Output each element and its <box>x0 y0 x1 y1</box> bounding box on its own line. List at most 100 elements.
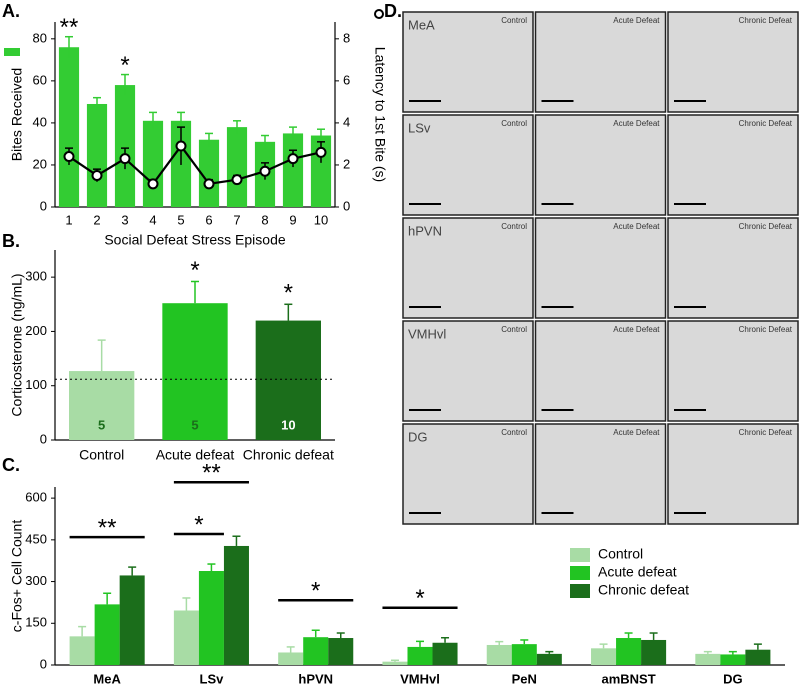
legend-label: Chronic defeat <box>598 582 689 598</box>
bar <box>255 320 321 440</box>
comparison-label: ** <box>98 514 117 541</box>
bar <box>114 85 136 207</box>
n-label: 5 <box>98 417 105 432</box>
column-label: Acute Defeat <box>613 428 660 437</box>
column-label: Acute Defeat <box>613 16 660 25</box>
tick-label: 60 <box>33 72 47 87</box>
row-label: VMHvl <box>408 326 446 341</box>
micrograph <box>667 320 799 422</box>
column-label: Control <box>501 325 527 334</box>
tick-label: 200 <box>25 323 47 338</box>
micrograph <box>534 423 667 525</box>
bar <box>432 642 458 665</box>
latency-point <box>315 146 327 158</box>
bar <box>198 139 220 207</box>
bar <box>94 604 120 665</box>
micrograph <box>667 217 799 319</box>
latency-point <box>119 153 131 165</box>
bar <box>745 649 771 665</box>
column-label: Chronic Defeat <box>739 119 793 128</box>
bar <box>198 570 224 665</box>
comparison-label: ** <box>202 460 221 487</box>
column-label: Acute Defeat <box>613 119 660 128</box>
legend-swatch <box>570 566 590 580</box>
bar <box>328 638 354 665</box>
tick-label: 40 <box>33 114 47 129</box>
bar <box>407 646 433 665</box>
x-tick-label: PeN <box>512 671 537 686</box>
latency-point <box>147 178 159 190</box>
column-label: Control <box>501 222 527 231</box>
significance: * <box>190 257 199 284</box>
micrograph <box>534 114 667 216</box>
column-label: Chronic Defeat <box>739 428 793 437</box>
bar <box>162 303 228 440</box>
bar <box>695 653 721 665</box>
micrograph <box>667 11 799 113</box>
x-tick-label: LSv <box>200 671 225 686</box>
legend-swatch <box>570 548 590 562</box>
x-tick-label: 7 <box>233 212 240 227</box>
tick-label: 4 <box>343 114 350 129</box>
comparison-label: * <box>415 585 424 612</box>
tick-label: 100 <box>25 377 47 392</box>
x-tick-label: 6 <box>205 212 212 227</box>
bar <box>616 638 642 665</box>
bar <box>282 133 304 207</box>
column-label: Chronic Defeat <box>739 325 793 334</box>
x-tick-label: 10 <box>314 212 328 227</box>
tick-label: 0 <box>40 198 47 213</box>
tick-label: 0 <box>343 198 350 213</box>
x-tick-label: 4 <box>149 212 156 227</box>
legend-label: Control <box>598 546 643 562</box>
tick-label: 8 <box>343 30 350 45</box>
latency-point <box>175 140 187 152</box>
bar <box>720 654 746 665</box>
n-label: 5 <box>191 417 198 432</box>
tick-label: 0 <box>40 431 47 446</box>
bar <box>591 648 617 665</box>
y2-axis-label: Latency to 1st Bite (s) <box>372 47 388 182</box>
y-axis-label: Bites Received <box>9 68 25 161</box>
bar <box>58 47 80 208</box>
latency-point <box>91 169 103 181</box>
latency-line <box>68 144 322 186</box>
bar <box>173 610 199 665</box>
panel-label: A. <box>2 1 20 21</box>
column-label: Control <box>501 16 527 25</box>
significance: * <box>284 280 293 307</box>
legend-swatch <box>570 584 590 598</box>
x-tick-label: DG <box>723 671 743 686</box>
x-axis-label: Social Defeat Stress Episode <box>104 232 286 248</box>
micrograph <box>667 423 799 525</box>
tick-label: 2 <box>343 156 350 171</box>
x-tick-label: 8 <box>261 212 268 227</box>
micrograph <box>534 320 667 422</box>
tick-label: 0 <box>40 656 47 671</box>
tick-label: 150 <box>25 615 47 630</box>
micrograph <box>402 423 534 525</box>
bar <box>382 661 408 665</box>
tick-label: 300 <box>25 573 47 588</box>
column-label: Control <box>501 119 527 128</box>
row-label: MeA <box>408 17 435 32</box>
significance: ** <box>60 14 79 41</box>
significance: * <box>120 52 129 79</box>
row-label: hPVN <box>408 223 442 238</box>
x-tick-label: VMHvl <box>400 671 440 686</box>
bar <box>69 371 135 440</box>
latency-point <box>259 165 271 177</box>
comparison-label: * <box>311 578 320 605</box>
column-label: Chronic Defeat <box>739 16 793 25</box>
latency-point <box>287 153 299 165</box>
tick-label: 300 <box>25 269 47 284</box>
latency-point <box>203 178 215 190</box>
n-label: 10 <box>281 417 295 432</box>
tick-label: 600 <box>25 490 47 505</box>
y2-label-marker <box>374 9 384 19</box>
x-tick-label: amBNST <box>601 671 655 686</box>
latency-point <box>63 151 75 163</box>
bar <box>119 575 145 665</box>
micrograph <box>402 320 534 422</box>
